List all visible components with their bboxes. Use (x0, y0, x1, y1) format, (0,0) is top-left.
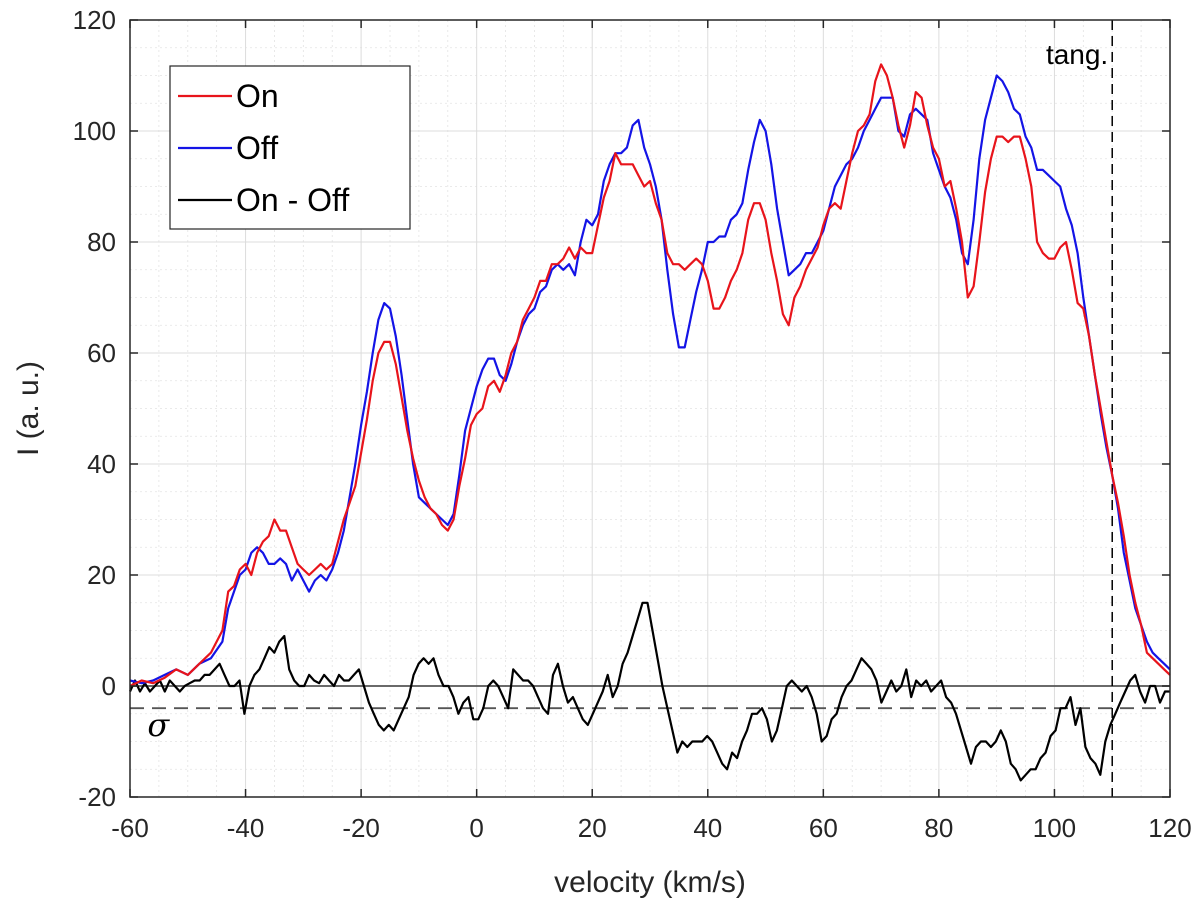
y-tick-label: 120 (73, 5, 116, 35)
x-axis-label: velocity (km/s) (554, 866, 746, 899)
y-tick-label: 40 (87, 449, 116, 479)
x-tick-label: 0 (469, 813, 483, 843)
plot-area-frame (129, 19, 1171, 798)
y-tick-label: 0 (102, 671, 116, 701)
x-tick-label: 40 (693, 813, 722, 843)
series-line-off (129, 74, 1171, 685)
y-tick-label: 20 (87, 560, 116, 590)
y-axis-label: I (a. u.) (12, 361, 45, 456)
x-tick-label: 20 (578, 813, 607, 843)
x-tick-label: -20 (342, 813, 380, 843)
tangent-velocity-label: tang. (1046, 39, 1108, 70)
x-tick-label: 120 (1148, 813, 1191, 843)
legend-entry-label: On (236, 78, 279, 114)
x-tick-label: 80 (924, 813, 953, 843)
y-tick-label: 80 (87, 227, 116, 257)
legend: On Off On - Off (169, 65, 411, 230)
sigma-label: σ (147, 706, 170, 744)
series-line-on-off (128, 601, 1170, 782)
x-tick-label: -60 (111, 813, 149, 843)
legend-entry-label: On - Off (236, 182, 349, 218)
y-tick-label: 60 (87, 338, 116, 368)
y-tick-label: -20 (78, 782, 116, 812)
x-tick-label: 60 (809, 813, 838, 843)
x-tick-label: 100 (1033, 813, 1076, 843)
legend-entry-label: Off (236, 130, 278, 166)
minor-grid (130, 20, 1170, 797)
series-line-on (129, 63, 1171, 687)
series-layer (128, 63, 1171, 782)
y-tick-label: 100 (73, 116, 116, 146)
axis-ticks: -60 -40 -20 0 20 40 60 80 100 120 -20 0 20 40 60 80 100 1… (73, 5, 1192, 843)
x-tick-label: -40 (227, 813, 265, 843)
